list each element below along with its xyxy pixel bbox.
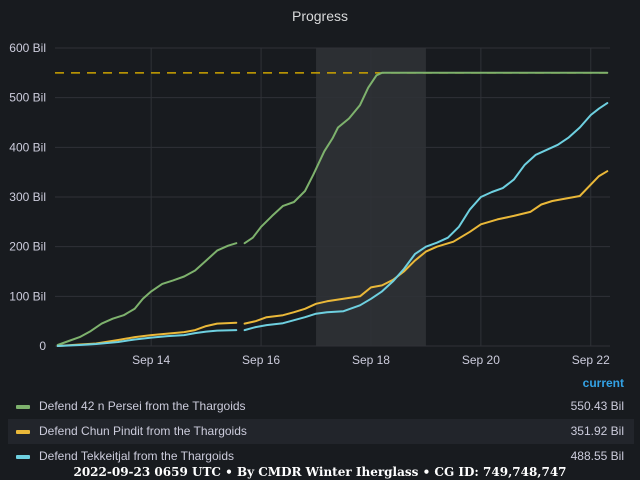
panel-title: Progress xyxy=(291,8,349,24)
y-tick-label: 200 Bil xyxy=(9,240,46,254)
legend-swatch-cyan xyxy=(16,455,30,459)
legend-label: Defend Tekkeitjal from the Thargoids xyxy=(39,449,234,463)
legend-header-current[interactable]: current xyxy=(582,376,624,390)
x-tick-label: Sep 18 xyxy=(352,353,390,367)
progress-chart: 0 100 Bil 200 Bil 300 Bil 400 Bil 500 Bil 600 … xyxy=(9,41,610,367)
series-line-1 xyxy=(243,170,609,325)
grid-layer xyxy=(55,47,610,347)
series-line-2 xyxy=(243,102,609,332)
legend-item-42-n-persei[interactable]: Defend 42 n Persei from the Thargoids 55… xyxy=(8,394,634,419)
series-line-0 xyxy=(243,71,609,245)
y-tick-label: 500 Bil xyxy=(9,91,46,105)
footer-credit: 2022-09-23 0659 UTC • By CMDR Winter Ihe… xyxy=(73,465,567,479)
y-tick-label: 600 Bil xyxy=(9,41,46,55)
legend-item-chun-pindit[interactable]: Defend Chun Pindit from the Thargoids 35… xyxy=(8,419,634,444)
legend-label: Defend Chun Pindit from the Thargoids xyxy=(39,424,247,438)
legend-label: Defend 42 n Persei from the Thargoids xyxy=(39,399,246,413)
x-tick-label: Sep 22 xyxy=(572,353,610,367)
x-tick-label: Sep 16 xyxy=(242,353,280,367)
series-line-0 xyxy=(56,242,238,346)
x-axis: Sep 14 Sep 16 Sep 18 Sep 20 Sep 22 xyxy=(132,353,610,367)
x-tick-label: Sep 14 xyxy=(132,353,170,367)
y-tick-label: 400 Bil xyxy=(9,140,46,154)
y-tick-label: 0 xyxy=(39,339,46,353)
legend-value: 550.43 Bil xyxy=(570,399,624,413)
series-layer xyxy=(56,71,609,347)
legend-item-tekkeitjal[interactable]: Defend Tekkeitjal from the Thargoids 488… xyxy=(8,444,634,469)
y-tick-label: 300 Bil xyxy=(9,190,46,204)
series-line-2 xyxy=(56,329,238,347)
legend: current Defend 42 n Persei from the Thar… xyxy=(8,372,634,469)
legend-value: 351.92 Bil xyxy=(570,424,624,438)
legend-swatch-green xyxy=(16,405,30,409)
legend-value: 488.55 Bil xyxy=(570,449,624,463)
x-tick-label: Sep 20 xyxy=(462,353,500,367)
y-axis: 0 100 Bil 200 Bil 300 Bil 400 Bil 500 Bil 600 … xyxy=(9,41,46,353)
y-tick-label: 100 Bil xyxy=(9,289,46,303)
legend-swatch-yellow xyxy=(16,430,30,434)
